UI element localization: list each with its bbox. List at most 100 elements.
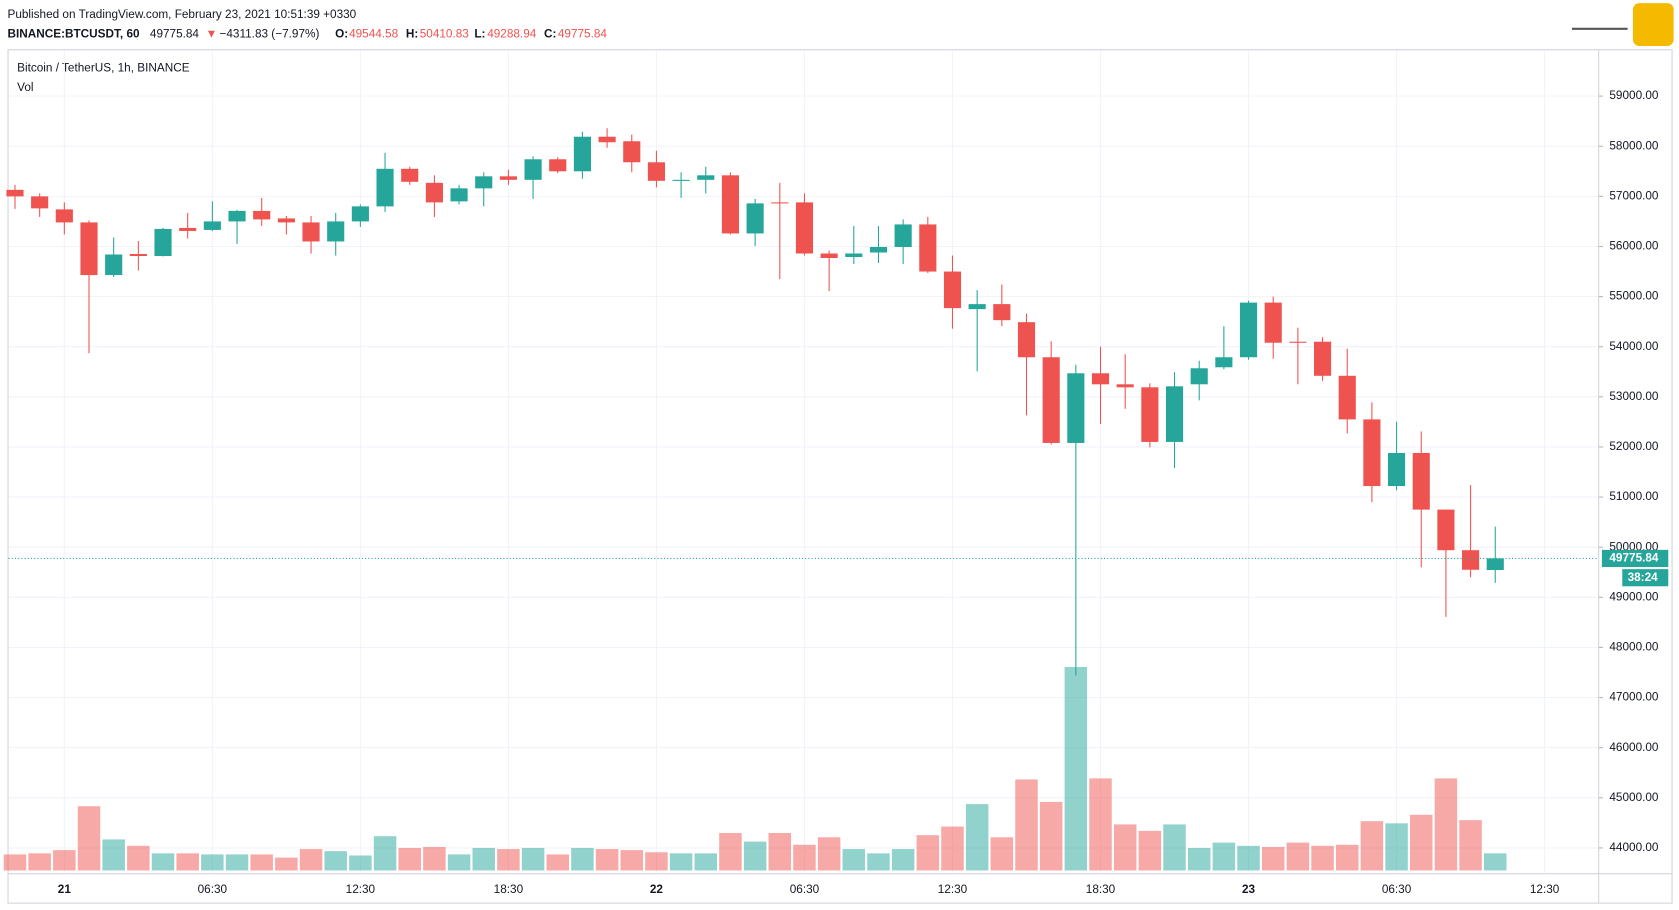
volume-bar — [1311, 845, 1334, 871]
volume-bar — [324, 851, 347, 871]
last-price-label: 49775.84 — [1609, 552, 1659, 565]
change: −4311.83 (−7.97%) — [220, 27, 320, 40]
candle-body — [1289, 341, 1307, 343]
volume-bar — [669, 853, 693, 871]
candle-body — [1363, 419, 1381, 487]
candle-body — [894, 224, 912, 247]
volume-bar — [423, 846, 446, 871]
candle-body — [6, 189, 24, 197]
candle-body — [376, 168, 394, 207]
volume-bar — [497, 849, 520, 871]
y-tick-label: 49000.00 — [1609, 590, 1659, 603]
low-value: 49288.94 — [487, 27, 537, 40]
candle-body — [869, 246, 888, 253]
frame — [7, 49, 1673, 904]
candle-body — [771, 202, 789, 204]
volume-bar — [521, 847, 545, 871]
candle-body — [1338, 375, 1356, 420]
volume-bar — [373, 836, 397, 871]
candle-body — [1165, 386, 1184, 442]
candle-body — [1388, 452, 1406, 487]
candle-body — [327, 221, 345, 242]
y-tick-label: 57000.00 — [1609, 189, 1659, 202]
x-tick-label: 12:30 — [938, 883, 968, 896]
y-tick-label: 53000.00 — [1609, 390, 1659, 403]
volume-bar — [620, 850, 644, 871]
candle-body — [105, 254, 123, 276]
candle-body — [1116, 384, 1134, 388]
candle-body — [943, 271, 962, 309]
x-tick-label: 06:30 — [790, 883, 820, 896]
candle-body — [1042, 357, 1060, 443]
candle-body — [795, 202, 814, 254]
x-tick-label: 12:30 — [346, 883, 376, 896]
candle-body — [1264, 302, 1282, 343]
volume-bar — [891, 849, 915, 871]
countdown-label: 38:24 — [1628, 571, 1659, 584]
candle-body — [1462, 550, 1480, 570]
candle-body — [154, 228, 172, 257]
volume-bar — [1015, 779, 1038, 871]
candle-body — [845, 253, 863, 258]
y-tick-label: 56000.00 — [1609, 240, 1659, 253]
volume-bar — [1113, 824, 1137, 871]
x-tick-label: 18:30 — [494, 883, 524, 896]
volume-bar — [990, 837, 1014, 871]
candle-body — [1091, 373, 1110, 385]
volume-bar — [1286, 842, 1310, 871]
countdown-box — [1622, 569, 1669, 587]
candle-body — [919, 224, 937, 272]
y-tick-label: 46000.00 — [1609, 741, 1659, 754]
volume-bar — [694, 853, 718, 871]
published-note: Published on TradingView.com, February 2… — [7, 8, 356, 21]
candle-body — [820, 253, 838, 259]
candle-body — [203, 221, 221, 230]
volume-bar — [867, 853, 890, 871]
candle-body — [573, 136, 591, 172]
candle-body — [1067, 373, 1085, 443]
volume-bar — [472, 847, 495, 871]
x-tick-label: 06:30 — [198, 883, 228, 896]
volume-bar — [916, 835, 940, 871]
logo — [1571, 3, 1674, 46]
volume-bar — [201, 854, 224, 871]
candle-body — [524, 159, 542, 180]
candle-body — [697, 175, 715, 180]
y-tick-label: 44000.00 — [1609, 841, 1659, 854]
last-price: 49775.84 — [150, 27, 200, 40]
candle-body — [1017, 322, 1036, 358]
volume-bar — [299, 849, 323, 871]
volume-bar — [1187, 847, 1211, 871]
volume-bar — [250, 854, 273, 871]
volume-bar — [1064, 667, 1088, 871]
volume-bar — [176, 853, 199, 871]
x-tick-label: 21 — [58, 883, 72, 896]
candle-body — [1437, 509, 1455, 551]
candle-body — [1141, 387, 1159, 442]
volume-bar — [743, 841, 767, 871]
candle-body — [179, 227, 197, 231]
x-tick-label: 06:30 — [1382, 883, 1412, 896]
last-price-box — [1601, 549, 1669, 567]
candle-body — [228, 210, 246, 222]
volume-bar — [965, 804, 989, 871]
volume-bar — [1163, 824, 1186, 871]
high-value: 50410.83 — [420, 27, 470, 40]
volume-bar — [151, 853, 175, 871]
grid — [8, 50, 1599, 874]
candle-body — [721, 175, 740, 234]
candle-body — [450, 188, 468, 202]
candle-body — [1190, 368, 1208, 385]
volume-bar — [447, 854, 471, 871]
volume-bar — [398, 847, 421, 871]
down-arrow: ▼ — [206, 27, 218, 40]
volume-bar — [595, 849, 619, 871]
volume-bar — [571, 847, 594, 871]
volume-bar — [275, 857, 298, 871]
candle-body — [253, 210, 271, 220]
logo-badge — [1632, 3, 1674, 46]
low-key: L: — [474, 27, 485, 40]
candle-body — [277, 218, 295, 223]
volume-bar — [1039, 801, 1063, 871]
